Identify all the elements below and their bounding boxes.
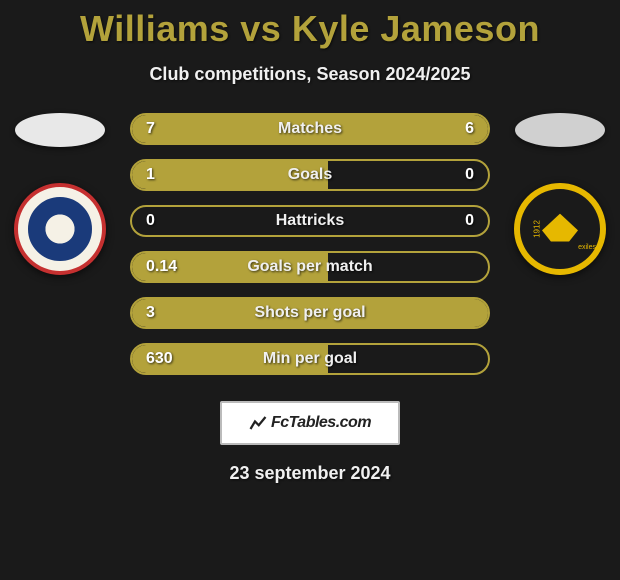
stat-value-left: 0.14 xyxy=(132,258,202,276)
page-subtitle: Club competitions, Season 2024/2025 xyxy=(0,64,620,85)
stat-value-left: 7 xyxy=(132,120,202,138)
stat-label: Min per goal xyxy=(202,350,418,368)
stat-row: 0Hattricks0 xyxy=(130,205,490,237)
stat-row: 1Goals0 xyxy=(130,159,490,191)
club-crest-left xyxy=(14,183,106,275)
club-crest-right-tag: exiles xyxy=(578,244,596,251)
stat-label: Goals per match xyxy=(202,258,418,276)
stat-value-left: 0 xyxy=(132,212,202,230)
stat-row: 630Min per goal xyxy=(130,343,490,375)
stat-label: Goals xyxy=(202,166,418,184)
player-left-column xyxy=(0,113,120,275)
comparison-bars: 7Matches61Goals00Hattricks00.14Goals per… xyxy=(120,113,500,389)
stat-row: 0.14Goals per match xyxy=(130,251,490,283)
player-right-column: 1912 exiles xyxy=(500,113,620,275)
stat-value-left: 1 xyxy=(132,166,202,184)
as-of-date: 23 september 2024 xyxy=(0,463,620,484)
branding-logo: FcTables.com xyxy=(249,414,371,432)
chart-icon xyxy=(249,414,267,432)
club-crest-right: 1912 exiles xyxy=(514,183,606,275)
club-crest-right-year: 1912 xyxy=(532,220,541,238)
branding-text: FcTables.com xyxy=(271,414,371,432)
stat-label: Hattricks xyxy=(202,212,418,230)
branding-badge: FcTables.com xyxy=(220,401,400,445)
player-right-avatar xyxy=(515,113,605,147)
stat-value-right: 0 xyxy=(418,212,488,230)
stat-value-right: 6 xyxy=(418,120,488,138)
stat-label: Matches xyxy=(202,120,418,138)
stat-value-left: 3 xyxy=(132,304,202,322)
comparison-body: 7Matches61Goals00Hattricks00.14Goals per… xyxy=(0,113,620,389)
stat-value-left: 630 xyxy=(132,350,202,368)
stat-label: Shots per goal xyxy=(202,304,418,322)
stat-value-right: 0 xyxy=(418,166,488,184)
player-left-avatar xyxy=(15,113,105,147)
stat-row: 3Shots per goal xyxy=(130,297,490,329)
stat-row: 7Matches6 xyxy=(130,113,490,145)
club-crest-left-label xyxy=(18,187,102,271)
page-title: Williams vs Kyle Jameson xyxy=(0,0,620,50)
